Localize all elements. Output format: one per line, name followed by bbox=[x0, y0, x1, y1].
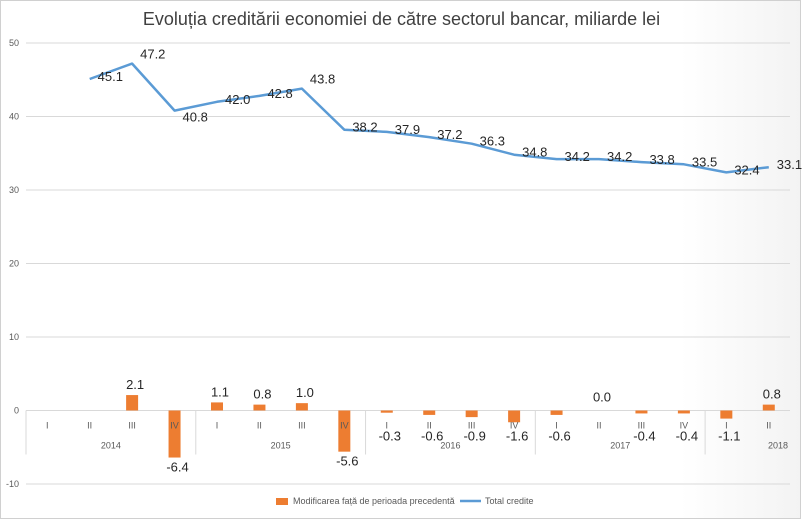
bar-data-label: -0.9 bbox=[463, 429, 485, 444]
line-data-label: 38.2 bbox=[352, 120, 377, 135]
bar bbox=[550, 410, 563, 415]
bar bbox=[338, 410, 351, 452]
y-tick-label: 50 bbox=[9, 38, 19, 48]
x-tick-label: III bbox=[638, 421, 646, 431]
y-tick-label: 0 bbox=[14, 406, 19, 416]
line-data-label: 33.8 bbox=[649, 152, 674, 167]
line-data-label: 47.2 bbox=[140, 47, 165, 62]
bar bbox=[677, 410, 690, 414]
bar bbox=[211, 402, 223, 411]
line-data-label: 32.4 bbox=[734, 162, 759, 177]
legend-label-bar: Modificarea față de perioada precedentă bbox=[293, 496, 455, 506]
x-tick-label: I bbox=[555, 421, 558, 431]
x-tick-label: I bbox=[46, 421, 49, 431]
line-data-label: 43.8 bbox=[310, 72, 335, 87]
x-tick-label: II bbox=[596, 421, 601, 431]
bar-data-label: -0.6 bbox=[421, 429, 443, 444]
bar-data-label: -0.3 bbox=[379, 429, 401, 444]
x-tick-label: IV bbox=[170, 421, 179, 431]
bar bbox=[635, 410, 648, 414]
legend-label-line: Total credite bbox=[485, 496, 534, 506]
bar bbox=[423, 410, 436, 415]
bar-data-label: 0.0 bbox=[593, 390, 611, 405]
bar-data-label: -6.4 bbox=[166, 460, 188, 475]
bar-data-label: -1.1 bbox=[718, 429, 740, 444]
year-label: 2015 bbox=[271, 441, 291, 451]
x-tick-label: II bbox=[427, 421, 432, 431]
x-tick-label: II bbox=[87, 421, 92, 431]
x-tick-label: III bbox=[298, 421, 306, 431]
x-tick-label: IV bbox=[510, 421, 519, 431]
line-data-label: 42.8 bbox=[267, 86, 292, 101]
bar bbox=[508, 410, 521, 423]
line-data-label: 40.8 bbox=[183, 110, 208, 125]
bar bbox=[380, 410, 393, 413]
line-data-label: 37.2 bbox=[437, 127, 462, 142]
x-tick-label: I bbox=[386, 421, 389, 431]
x-tick-label: I bbox=[725, 421, 728, 431]
y-tick-label: 10 bbox=[9, 332, 19, 342]
line-data-label: 33.1 bbox=[777, 157, 802, 172]
year-label: 2017 bbox=[610, 441, 630, 451]
bar bbox=[253, 404, 266, 411]
line-total-credite bbox=[89, 62, 769, 174]
line-data-label: 36.3 bbox=[480, 134, 505, 149]
x-tick-label: II bbox=[257, 421, 262, 431]
legend-swatch-bar bbox=[276, 498, 288, 505]
bar-data-label: -5.6 bbox=[336, 454, 358, 469]
chart-title: Evoluția creditării economiei de către s… bbox=[142, 9, 661, 29]
bar-data-label: 0.8 bbox=[253, 387, 271, 402]
x-tick-label: IV bbox=[340, 421, 349, 431]
line-data-label: 42.0 bbox=[225, 92, 250, 107]
x-tick-label: III bbox=[468, 421, 476, 431]
bar-data-label: 2.1 bbox=[126, 377, 144, 392]
year-label: 2018 bbox=[768, 441, 788, 451]
x-tick-label: III bbox=[128, 421, 136, 431]
bar-data-label: 1.0 bbox=[296, 385, 314, 400]
bar-data-label: -0.6 bbox=[548, 429, 570, 444]
y-tick-label: -10 bbox=[6, 479, 19, 489]
x-tick-label: II bbox=[766, 421, 771, 431]
bar-data-label: -0.4 bbox=[633, 429, 655, 444]
line-data-label: 45.1 bbox=[98, 69, 123, 84]
x-tick-label: IV bbox=[680, 421, 689, 431]
bar-data-label: -0.4 bbox=[676, 429, 698, 444]
line-data-label: 34.2 bbox=[607, 149, 632, 164]
line-data-label: 34.2 bbox=[565, 149, 590, 164]
line-data-label: 33.5 bbox=[692, 154, 717, 169]
bar bbox=[720, 410, 733, 419]
y-tick-label: 20 bbox=[9, 259, 19, 269]
bar bbox=[465, 410, 478, 418]
y-tick-label: 40 bbox=[9, 112, 19, 122]
bar-data-label: -1.6 bbox=[506, 429, 528, 444]
year-label: 2016 bbox=[440, 441, 460, 451]
bar bbox=[168, 410, 181, 458]
bar bbox=[762, 404, 775, 411]
bar bbox=[126, 395, 139, 411]
y-tick-label: 30 bbox=[9, 185, 19, 195]
year-label: 2014 bbox=[101, 441, 121, 451]
line-data-label: 34.8 bbox=[522, 145, 547, 160]
line-data-label: 37.9 bbox=[395, 122, 420, 137]
bar bbox=[295, 403, 308, 411]
x-tick-label: I bbox=[216, 421, 219, 431]
bar-data-label: 1.1 bbox=[211, 384, 229, 399]
bar-data-label: 0.8 bbox=[763, 387, 781, 402]
